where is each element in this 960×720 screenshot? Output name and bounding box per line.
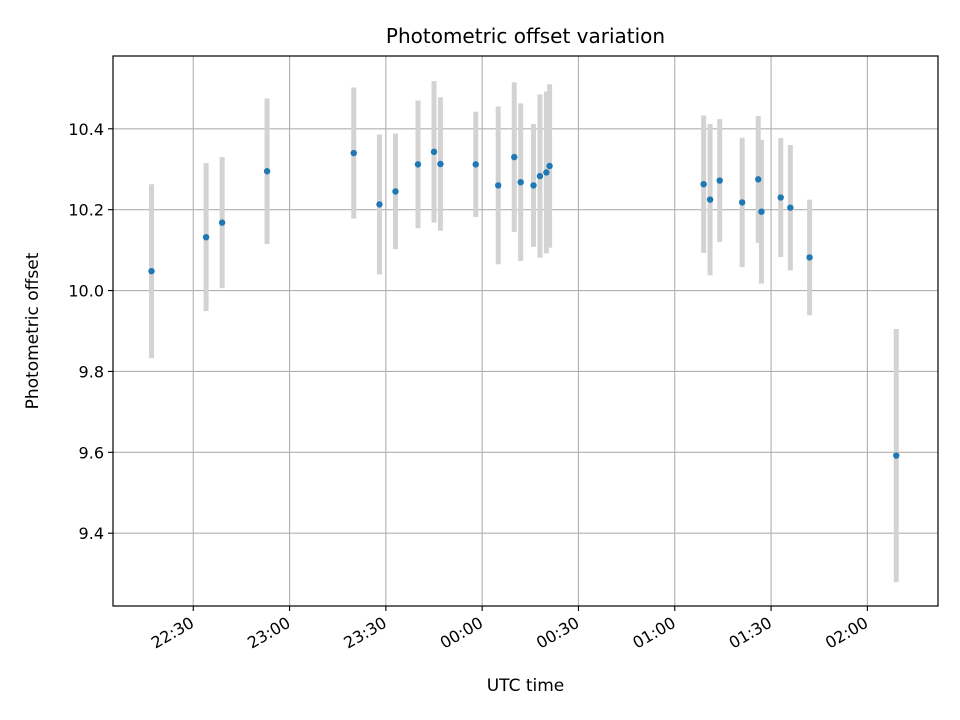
y-tick-label: 9.6 [79,443,104,462]
data-point [700,180,707,188]
data-point [738,199,746,206]
y-tick-label: 10.2 [68,201,104,220]
data-point [758,208,765,215]
data-point [392,188,399,195]
data-point [536,172,544,180]
y-axis-title: Photometric offset [23,252,43,409]
data-points [148,148,900,459]
y-axis: 9.4 9.6 9.8 10.0 10.2 10.4 [68,120,113,543]
data-point [777,194,784,201]
data-point [787,204,794,211]
data-point [517,178,524,186]
data-point [148,267,155,275]
data-point [472,161,479,168]
data-point [706,196,714,203]
data-point [376,201,383,208]
data-point [543,169,550,176]
data-point [437,160,444,168]
data-point [806,254,813,261]
data-point [495,182,502,189]
y-tick-label: 9.8 [79,362,104,381]
data-point [202,233,210,241]
data-point [414,161,422,168]
data-point [716,177,723,184]
data-point [546,162,553,170]
y-tick-label: 9.4 [79,524,104,543]
data-point [755,176,762,183]
grid [113,56,938,606]
data-point [893,452,900,459]
chart-title: Photometric offset variation [386,24,665,48]
data-point [218,219,226,226]
data-point [263,168,271,175]
plot-frame [112,55,939,607]
data-point [350,149,357,157]
x-axis-title: UTC time [487,676,565,696]
data-point [530,182,537,189]
data-point [511,153,518,161]
y-tick-label: 10.4 [68,120,104,139]
data-point [430,148,438,156]
y-tick-label: 10.0 [68,282,104,301]
